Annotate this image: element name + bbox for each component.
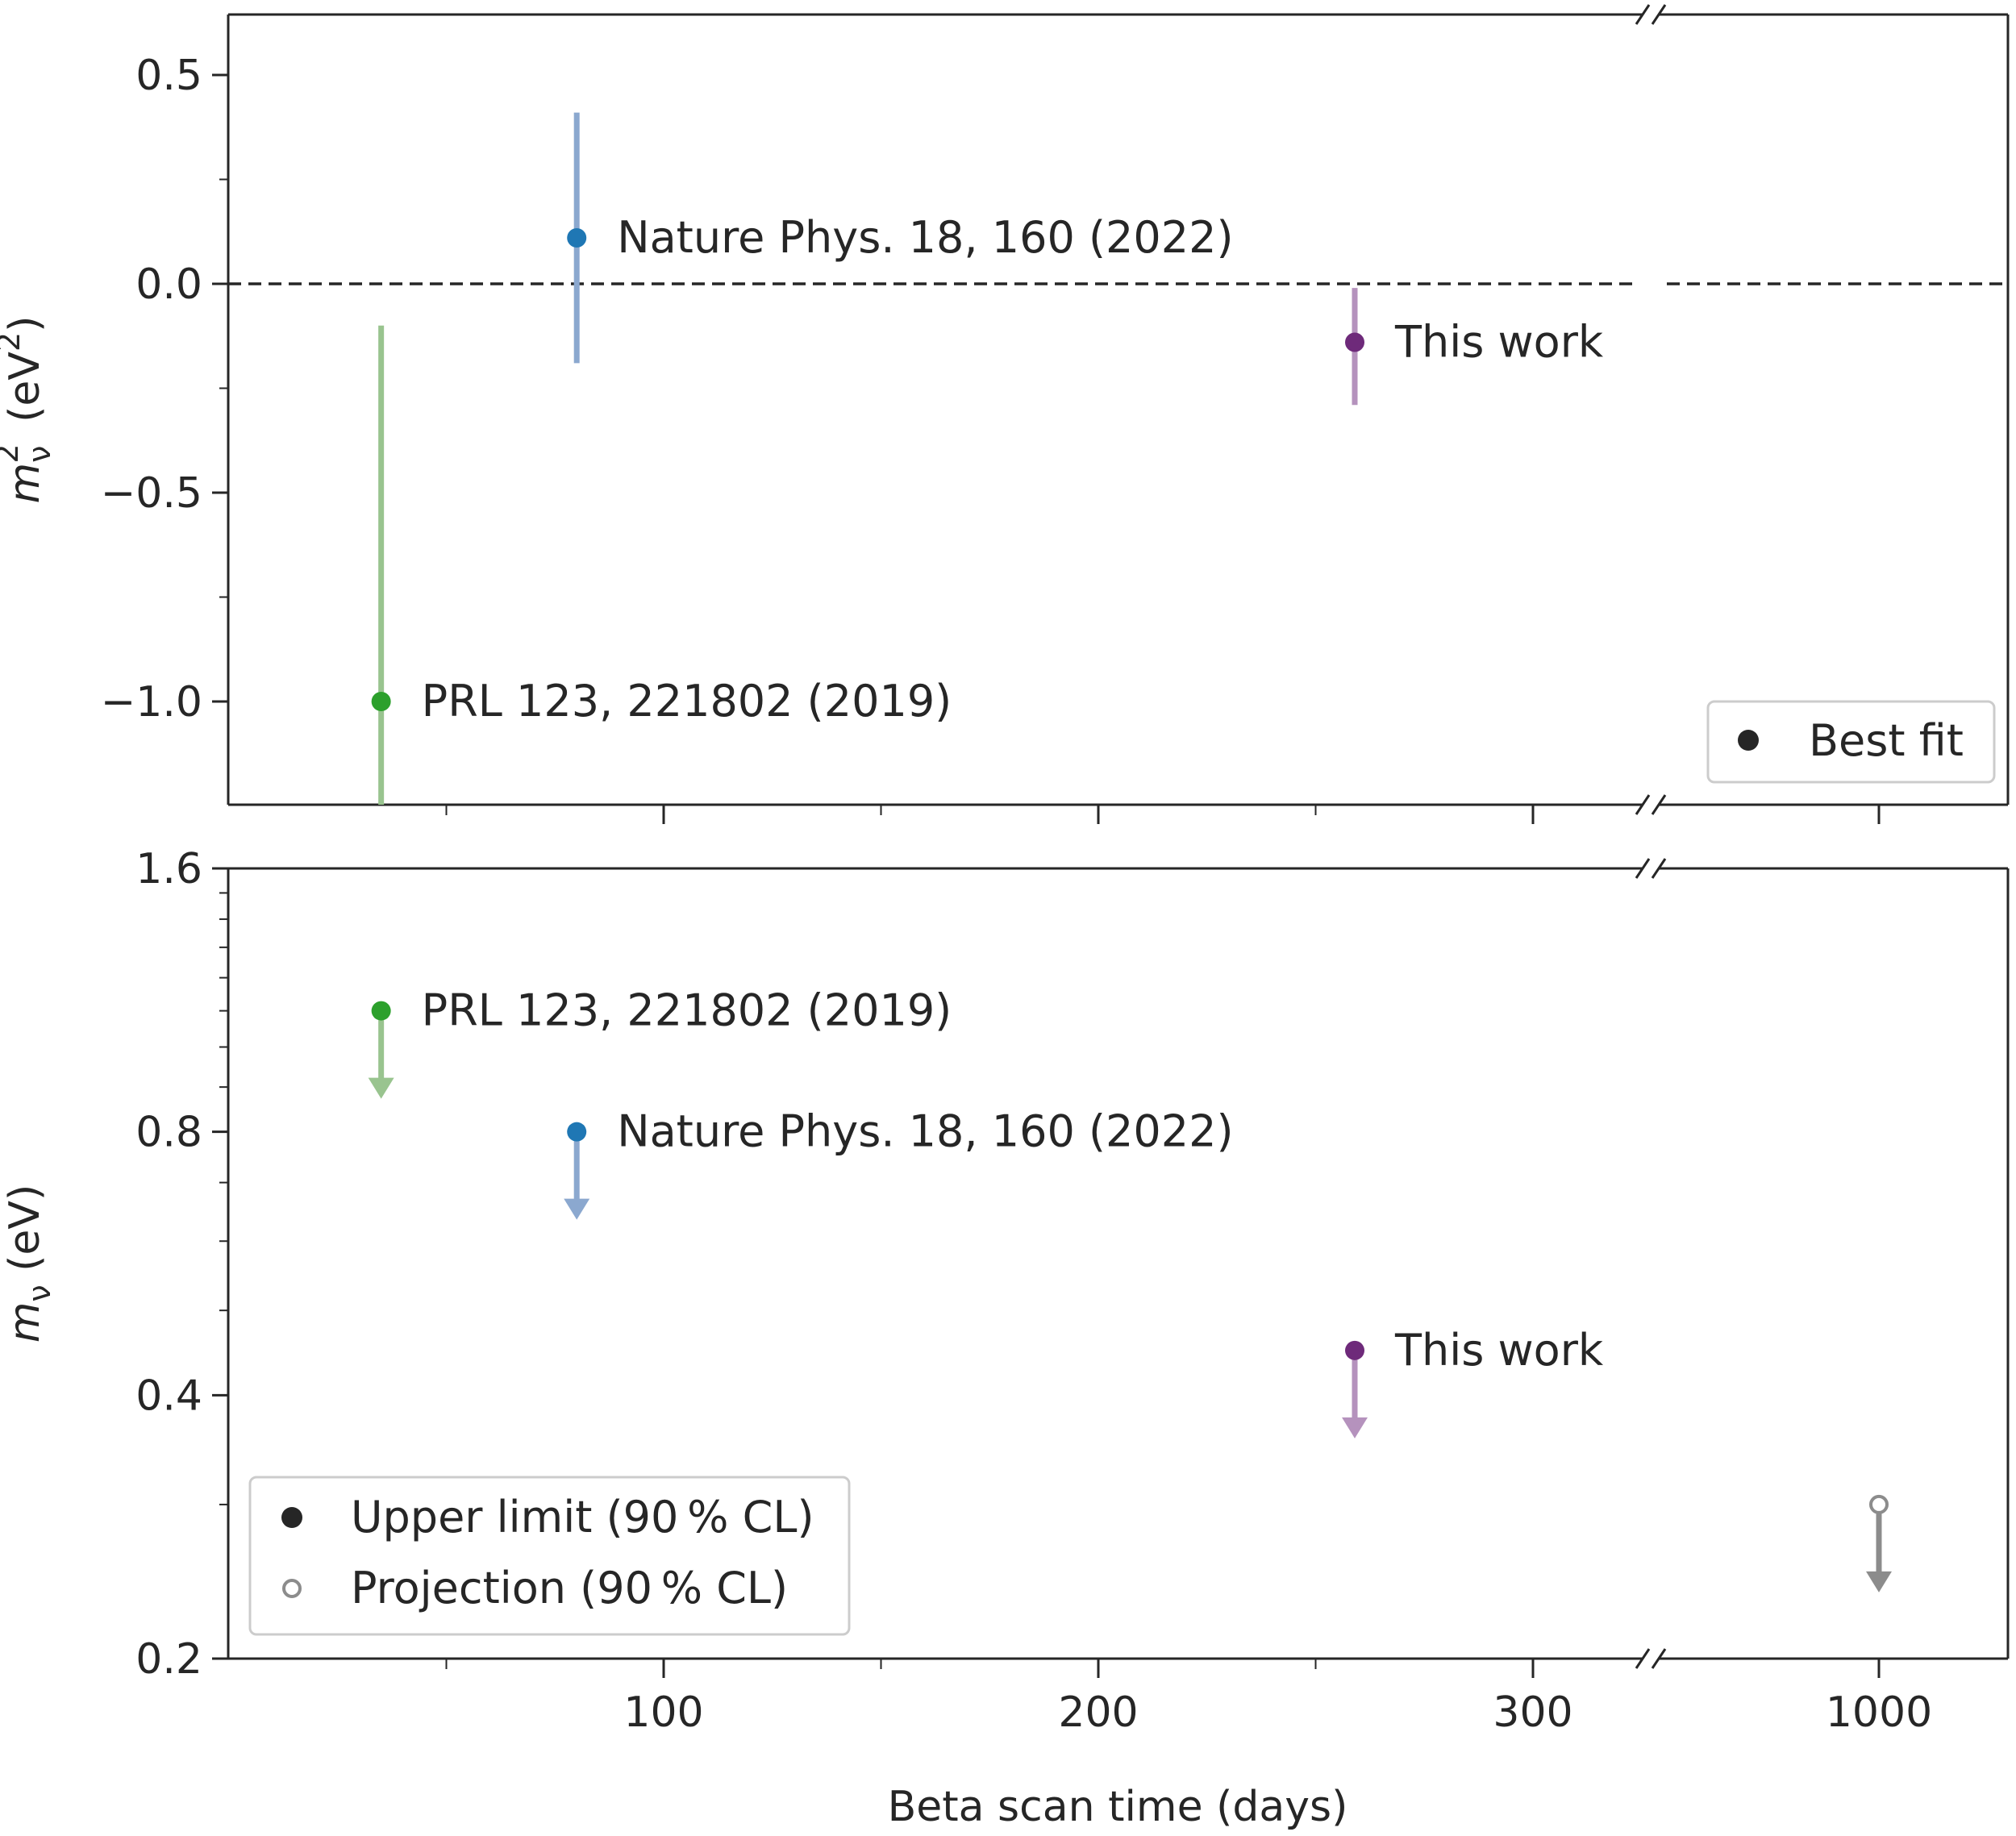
y-tick-label: −1.0 bbox=[101, 678, 202, 726]
axis-break-mark bbox=[1635, 1648, 1651, 1669]
x-tick-label: 200 bbox=[1058, 1688, 1138, 1737]
point-label: Nature Phys. 18, 160 (2022) bbox=[617, 1106, 1233, 1157]
y-axis-title: mν (eV) bbox=[1, 1184, 57, 1343]
legend-label: Projection (90 % CL) bbox=[351, 1563, 788, 1613]
data-point bbox=[567, 228, 587, 248]
point-label: PRL 123, 221802 (2019) bbox=[422, 985, 952, 1036]
legend-box bbox=[248, 1476, 851, 1636]
data-point bbox=[371, 692, 391, 711]
y-tick-label: −0.5 bbox=[101, 469, 202, 518]
y-tick-label: 0.0 bbox=[135, 260, 202, 309]
point-label: This work bbox=[1394, 1325, 1604, 1376]
y-tick-label: 0.2 bbox=[135, 1635, 202, 1684]
upper-limit-arrow-head bbox=[564, 1198, 590, 1220]
x-tick-label: 100 bbox=[623, 1688, 703, 1737]
y-axis-title: mν2 (eV2) bbox=[0, 316, 57, 504]
legend-marker-filled bbox=[1738, 730, 1759, 751]
axis-break-mark bbox=[1635, 858, 1651, 879]
axis-break-mark bbox=[1651, 794, 1667, 815]
data-point bbox=[567, 1122, 587, 1142]
axis-break-mark bbox=[1651, 1648, 1667, 1669]
legend-label: Best fit bbox=[1809, 715, 1964, 766]
x-axis-title: Beta scan time (days) bbox=[888, 1783, 1348, 1831]
y-tick-label: 0.8 bbox=[135, 1109, 202, 1157]
projection-point bbox=[1869, 1494, 1889, 1514]
axis-break-mark bbox=[1635, 794, 1651, 815]
axis-break-mark bbox=[1651, 4, 1667, 25]
point-label: This work bbox=[1394, 317, 1604, 368]
point-label: PRL 123, 221802 (2019) bbox=[422, 676, 952, 726]
data-point bbox=[1345, 332, 1365, 352]
legend-box bbox=[1706, 700, 1996, 784]
y-tick-label: 0.5 bbox=[135, 52, 202, 100]
axis-break-mark bbox=[1635, 4, 1651, 25]
point-label: Nature Phys. 18, 160 (2022) bbox=[617, 212, 1233, 263]
data-point bbox=[1345, 1340, 1365, 1360]
data-point bbox=[371, 1001, 391, 1021]
legend-marker-filled bbox=[281, 1507, 302, 1528]
y-tick-label: 1.6 bbox=[135, 845, 202, 893]
legend-marker-open bbox=[282, 1579, 302, 1598]
legend-limits: Upper limit (90 % CL) Projection (90 % CL… bbox=[248, 1476, 851, 1636]
upper-limit-arrow-head bbox=[1866, 1571, 1892, 1592]
x-tick-label: 300 bbox=[1493, 1688, 1572, 1737]
axis-break-mark bbox=[1651, 858, 1667, 879]
legend-best-fit: Best fit bbox=[1706, 700, 1996, 784]
y-tick-label: 0.4 bbox=[135, 1372, 202, 1420]
x-tick-label: 1000 bbox=[1826, 1688, 1932, 1737]
top-panel: 0.5 0.0 −0.5 −1.0 mν2 (eV2) PRL 123, 221802 (… bbox=[0, 4, 2010, 824]
upper-limit-arrow-head bbox=[1342, 1417, 1368, 1438]
legend-label: Upper limit (90 % CL) bbox=[351, 1492, 814, 1542]
bottom-panel: 1.6 0.8 0.4 0.2 100 200 300 1000 mν (eV) PRL 123,… bbox=[1, 845, 2010, 1737]
upper-limit-arrow-head bbox=[368, 1077, 394, 1099]
